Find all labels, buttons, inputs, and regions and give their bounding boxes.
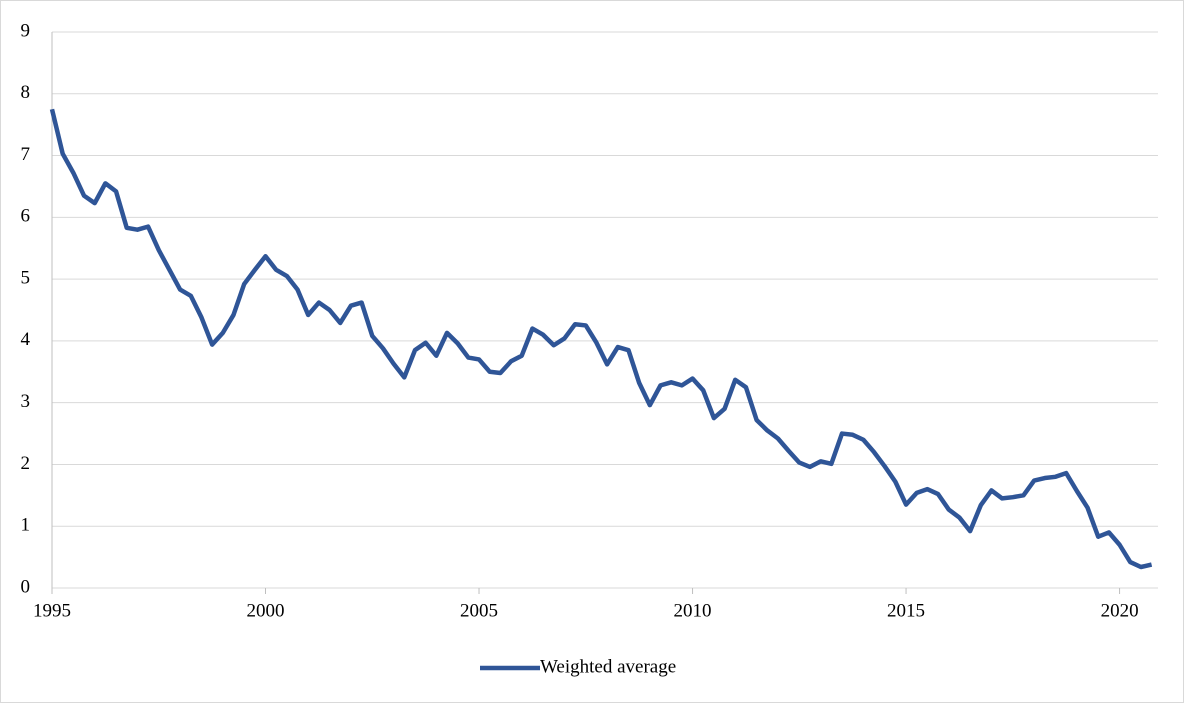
y-tick-label: 3 bbox=[21, 391, 31, 412]
legend-label: Weighted average bbox=[540, 656, 676, 677]
y-tick-label: 9 bbox=[21, 20, 31, 41]
y-tick-label: 4 bbox=[21, 329, 31, 350]
y-tick-label: 1 bbox=[21, 515, 31, 536]
x-tick-label: 2020 bbox=[1101, 600, 1139, 621]
x-tick-label: 1995 bbox=[33, 600, 71, 621]
data-line bbox=[49, 108, 1153, 570]
y-tick-label: 5 bbox=[21, 267, 31, 288]
y-tick-label: 8 bbox=[21, 82, 31, 103]
x-tick-label: 2015 bbox=[887, 600, 925, 621]
y-tick-label: 2 bbox=[21, 453, 31, 474]
x-tick-label: 2010 bbox=[674, 600, 712, 621]
y-tick-label: 0 bbox=[21, 576, 31, 597]
y-tick-label: 6 bbox=[21, 206, 31, 227]
x-tick-label: 2005 bbox=[460, 600, 498, 621]
x-tick-label: 2000 bbox=[247, 600, 285, 621]
y-tick-label: 7 bbox=[21, 144, 31, 165]
